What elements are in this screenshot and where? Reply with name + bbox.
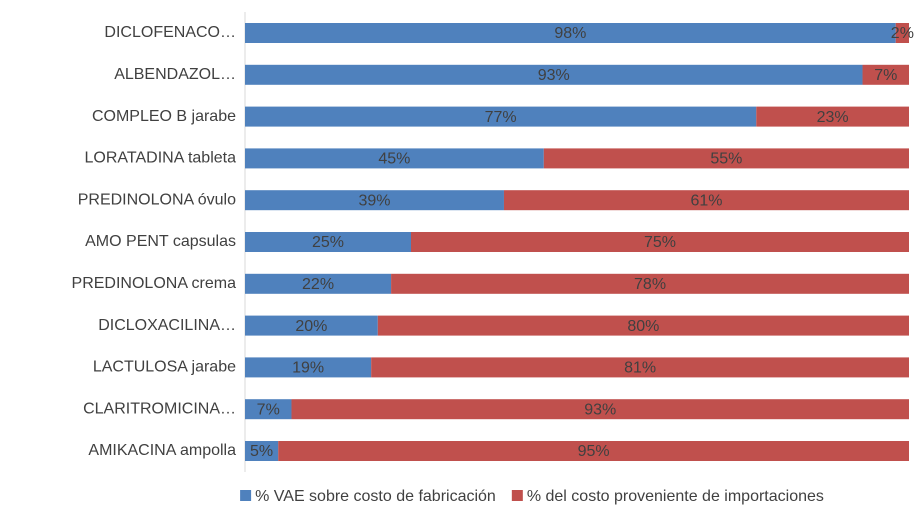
value-label: 39% [358,192,390,209]
category-label: AMIKACINA ampolla [88,442,236,459]
value-label: 93% [538,67,570,84]
value-label: 23% [817,109,849,126]
value-label: 22% [302,276,334,293]
legend-swatch [511,490,523,501]
bar-segment [245,357,372,378]
value-label: 98% [554,25,586,42]
bar-segment [371,357,909,378]
bar-segment [377,315,909,336]
legend-label: % del costo proveniente de importaciones [527,488,824,505]
value-label: 19% [292,360,324,377]
category-label: DICLOFENACO… [104,24,236,41]
value-label: 2% [891,25,914,42]
category-label: LACTULOSA jarabe [93,359,236,376]
bar-segment [278,441,909,461]
category-label: ALBENDAZOL… [114,66,236,83]
value-label: 77% [485,109,517,126]
value-label: 61% [690,192,722,209]
bar-segment [291,399,910,420]
value-label: 25% [312,234,344,251]
value-label: 45% [378,151,410,168]
bar-segment [245,232,411,252]
value-label: 7% [874,67,897,84]
category-label: COMPLEO B jarabe [92,108,236,125]
value-label: 80% [627,318,659,335]
bar-segment [245,273,392,294]
value-label: 78% [634,276,666,293]
value-label: 5% [250,443,273,460]
legend-label: % VAE sobre costo de fabricación [255,488,496,505]
value-label: 55% [710,151,742,168]
bar-segment [895,23,909,43]
bar-segment [245,148,544,169]
category-label: DICLOXACILINA… [98,317,236,334]
bar-segment [411,232,909,252]
value-label: 75% [644,234,676,251]
category-label: AMO PENT capsulas [85,233,236,250]
value-label: 95% [578,443,610,460]
value-label: 7% [257,401,280,418]
value-label: 93% [584,401,616,418]
category-label: CLARITROMICINA… [83,400,236,417]
bar-segment [245,399,292,420]
bar-segment [245,64,863,85]
bar-segment [245,441,279,461]
bar-segment [503,190,909,211]
category-label: PREDINOLONA crema [72,275,237,292]
bar-segment [245,23,896,43]
bar-segment [862,64,909,85]
bar-segment [756,106,909,127]
bar-segment [391,273,910,294]
bar-segment [245,106,757,127]
value-label: 81% [624,360,656,377]
category-label: PREDINOLONA óvulo [78,191,236,208]
bar-segment [245,315,378,336]
bar-segment [245,190,504,211]
value-label: 20% [295,318,327,335]
legend-swatch [240,490,252,501]
bar-segment [543,148,909,169]
category-label: LORATADINA tableta [85,150,237,167]
